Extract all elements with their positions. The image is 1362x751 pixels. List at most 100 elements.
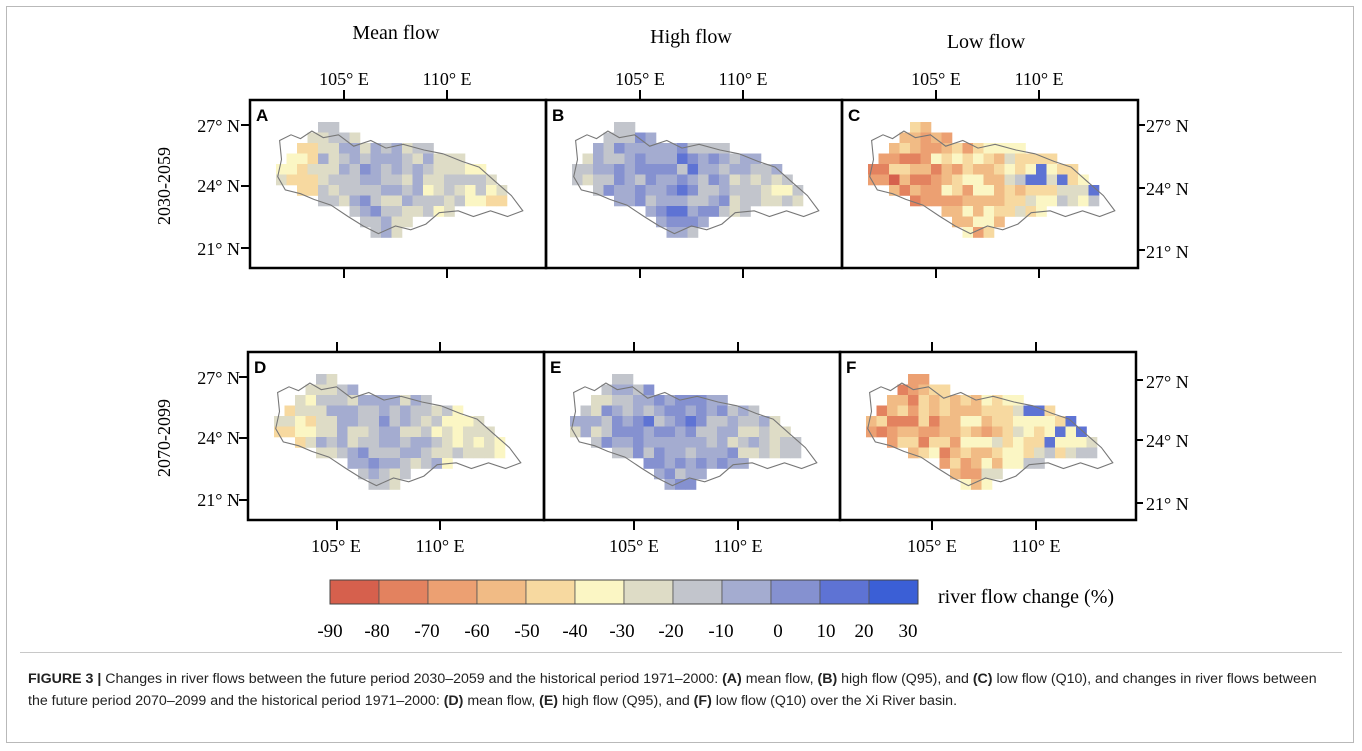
colorbar-swatch	[574, 579, 625, 605]
grid-cell	[675, 447, 686, 459]
grid-cell	[347, 384, 359, 396]
grid-cell	[643, 405, 655, 417]
grid-cell	[664, 437, 676, 448]
grid-cell	[750, 153, 762, 165]
grid-cell	[433, 153, 445, 165]
grid-cell	[349, 132, 361, 144]
lon-tick-top-b-110: 110° E	[718, 69, 767, 89]
grid-cell	[622, 384, 634, 396]
grid-cell	[696, 468, 707, 480]
grid-cell	[463, 447, 474, 459]
grid-cell	[931, 153, 942, 165]
lon-tick-bottom-f-105: 105° E	[907, 536, 957, 556]
grid-cell	[962, 153, 974, 165]
grid-cell	[591, 437, 602, 448]
grid-cell	[431, 458, 443, 469]
grid-cell	[622, 447, 634, 459]
grid-cell	[1025, 164, 1037, 175]
grid-cell	[1004, 195, 1016, 207]
grid-cell	[297, 153, 308, 165]
grid-cell	[1078, 174, 1089, 186]
grid-cell	[423, 164, 434, 175]
grid-cell	[738, 405, 749, 417]
grid-cell	[654, 447, 665, 459]
grid-cell	[983, 227, 995, 238]
grid-cell	[370, 174, 382, 186]
grid-cell	[442, 437, 453, 448]
grid-cell	[696, 405, 707, 417]
grid-cell	[698, 153, 709, 165]
grid-cell	[717, 426, 728, 438]
grid-cell	[994, 174, 1005, 186]
grid-cell	[391, 143, 403, 154]
grid-cell	[973, 153, 984, 165]
grid-cell	[347, 447, 359, 459]
grid-cell	[624, 185, 636, 196]
grid-cell	[593, 185, 604, 196]
grid-cell	[1065, 437, 1077, 448]
grid-cell	[1044, 437, 1056, 448]
grid-cell	[391, 206, 403, 217]
grid-cell	[889, 164, 900, 175]
grid-cell	[379, 479, 390, 490]
grid-cell	[664, 468, 676, 480]
grid-cell	[402, 195, 413, 207]
grid-cell	[337, 384, 348, 396]
grid-cell	[381, 185, 392, 196]
grid-cell	[318, 143, 329, 154]
grid-cell	[1004, 164, 1016, 175]
grid-cell	[952, 164, 963, 175]
grid-cell	[370, 153, 382, 165]
grid-cell	[889, 153, 900, 165]
grid-cell	[318, 195, 329, 207]
grid-cell	[983, 143, 995, 154]
grid-cell	[908, 405, 919, 417]
grid-cell	[633, 416, 644, 427]
grid-cell	[908, 426, 919, 438]
grid-cell	[442, 416, 453, 427]
grid-cell	[706, 426, 718, 438]
grid-cell	[868, 164, 879, 175]
grid-cell	[412, 153, 424, 165]
grid-cell	[305, 384, 317, 396]
grid-cell	[992, 405, 1003, 417]
grid-cell	[698, 216, 709, 228]
grid-cell	[400, 437, 411, 448]
grid-cell	[360, 206, 371, 217]
grid-cell	[358, 395, 369, 406]
grid-cell	[981, 479, 993, 490]
grid-cell	[992, 395, 1003, 406]
grid-cell	[1057, 174, 1068, 186]
grid-cell	[475, 185, 487, 196]
grid-cell	[349, 206, 361, 217]
lat-tick-left-bottom-24: 24° N	[197, 428, 240, 448]
grid-cell	[337, 447, 348, 459]
grid-cell	[400, 468, 411, 480]
grid-cell	[431, 426, 443, 438]
grid-cell	[463, 416, 474, 427]
grid-cell	[664, 447, 676, 459]
grid-cell	[1004, 174, 1016, 186]
grid-cell	[1055, 426, 1066, 438]
grid-cell	[719, 206, 730, 217]
grid-cell	[918, 437, 930, 448]
grid-cell	[358, 468, 369, 480]
grid-cell	[1015, 185, 1026, 196]
lat-tick-right-top-27: 27° N	[1146, 116, 1189, 136]
grid-cell	[782, 195, 793, 207]
grid-cell	[295, 416, 306, 427]
grid-cell	[433, 185, 445, 196]
grid-cell	[391, 195, 403, 207]
grid-cell	[939, 437, 951, 448]
grid-cell	[929, 426, 940, 438]
grid-cell	[276, 174, 287, 186]
grid-cell	[339, 153, 350, 165]
grid-cell	[337, 416, 348, 427]
grid-cell	[297, 174, 308, 186]
grid-cell	[368, 458, 380, 469]
grid-cell	[484, 426, 495, 438]
grid-cell	[421, 395, 432, 406]
grid-cell	[1023, 405, 1035, 417]
grid-cell	[1046, 174, 1058, 186]
grid-cell	[463, 426, 474, 438]
